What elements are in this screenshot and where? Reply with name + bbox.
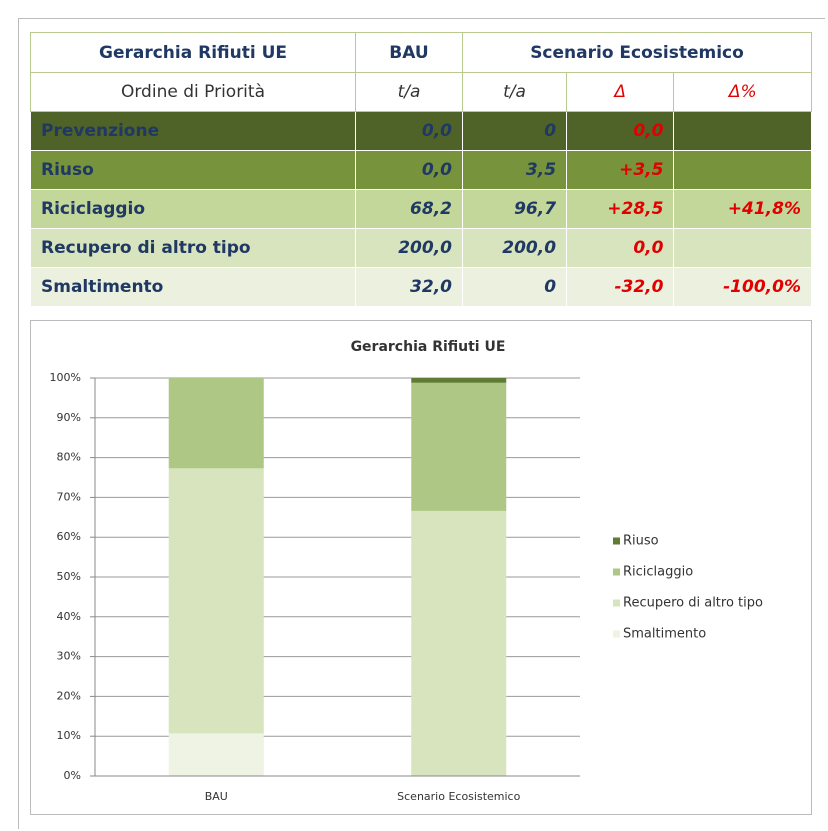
data-cell: +41,8% <box>673 189 812 229</box>
header-row: Gerarchia Rifiuti UE BAU Scenario Ecosiste… <box>30 32 812 73</box>
legend-swatch <box>613 599 620 607</box>
data-row: Riciclaggio 68,2 96,7 +28,5 +41,8% <box>30 189 812 229</box>
header-cell: t/a <box>355 72 463 112</box>
y-tick-label: 0% <box>64 769 81 782</box>
bar-segment <box>411 510 507 776</box>
header-row: Ordine di Priorità t/a t/a Δ Δ% <box>30 72 812 112</box>
data-cell: 68,2 <box>355 189 463 229</box>
legend-label: Recupero di altro tipo <box>623 596 763 611</box>
legend-swatch <box>613 630 620 638</box>
bar-segment <box>168 468 264 734</box>
y-tick-label: 30% <box>57 650 81 663</box>
data-cell: Recupero di altro tipo <box>30 228 356 268</box>
y-tick-label: 40% <box>57 610 81 623</box>
data-cell: 3,5 <box>461 150 568 190</box>
data-cell: 0 <box>461 267 568 307</box>
data-cell <box>673 111 812 151</box>
data-cell: Prevenzione <box>30 111 356 151</box>
data-cell <box>673 150 812 190</box>
data-cell: Riciclaggio <box>30 189 356 229</box>
data-cell: -32,0 <box>566 267 675 307</box>
data-cell: 96,7 <box>461 189 568 229</box>
y-tick-label: 50% <box>57 570 81 583</box>
frame <box>18 18 825 829</box>
legend-swatch <box>613 568 620 576</box>
data-cell: 200,0 <box>461 228 568 268</box>
header-cell: Scenario Ecosistemico <box>462 32 812 73</box>
header-cell: Gerarchia Rifiuti UE <box>30 32 356 73</box>
chart-title: Gerarchia Rifiuti UE <box>351 339 506 355</box>
header-cell: Δ% <box>673 72 812 112</box>
legend-label: Riciclaggio <box>623 565 693 580</box>
header-cell: BAU <box>355 32 463 73</box>
legend-label: Smaltimento <box>623 627 706 642</box>
bar-segment <box>411 382 507 511</box>
data-cell: 200,0 <box>355 228 463 268</box>
data-cell <box>673 228 812 268</box>
data-row: Riuso 0,0 3,5 +3,5 <box>30 150 812 190</box>
data-table: Gerarchia Rifiuti UE BAU Scenario Ecosiste… <box>30 32 812 307</box>
y-tick-label: 100% <box>50 371 81 384</box>
legend-label: Riuso <box>623 534 659 549</box>
data-cell: 32,0 <box>355 267 463 307</box>
data-row: Recupero di altro tipo 200,0 200,0 0,0 <box>30 228 812 268</box>
bar-segment <box>411 378 507 383</box>
data-row: Smaltimento 32,0 0 -32,0 -100,0% <box>30 267 812 307</box>
data-cell: 0,0 <box>355 150 463 190</box>
data-cell: 0,0 <box>566 228 675 268</box>
y-tick-label: 10% <box>57 729 81 742</box>
bar-segment <box>168 733 264 776</box>
y-tick-label: 20% <box>57 689 81 702</box>
data-cell: 0,0 <box>566 111 675 151</box>
data-cell: -100,0% <box>673 267 812 307</box>
y-tick-label: 90% <box>57 411 81 424</box>
x-tick-label: BAU <box>205 790 228 803</box>
legend-swatch <box>613 537 620 545</box>
data-cell: Smaltimento <box>30 267 356 307</box>
chart: Gerarchia Rifiuti UE 0% 10% 20% 30% 40% 50% 60… <box>30 320 812 815</box>
data-row: Prevenzione 0,0 0 0,0 <box>30 111 812 151</box>
y-tick-label: 60% <box>57 530 81 543</box>
x-tick-label: Scenario Ecosistemico <box>397 790 520 803</box>
y-tick-label: 70% <box>57 490 81 503</box>
bar-segment <box>168 378 264 469</box>
data-cell: +3,5 <box>566 150 675 190</box>
data-cell: 0,0 <box>355 111 463 151</box>
header-cell: Δ <box>566 72 675 112</box>
data-cell: +28,5 <box>566 189 675 229</box>
data-cell: 0 <box>461 111 568 151</box>
y-tick-label: 80% <box>57 451 81 464</box>
header-cell: Ordine di Priorità <box>30 72 356 112</box>
header-cell: t/a <box>461 72 568 112</box>
data-cell: Riuso <box>30 150 356 190</box>
